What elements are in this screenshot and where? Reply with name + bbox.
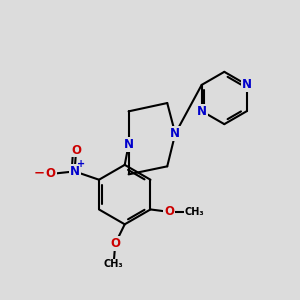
Text: O: O (164, 205, 174, 218)
Text: O: O (71, 143, 81, 157)
Text: O: O (46, 167, 56, 180)
Text: +: + (77, 159, 85, 169)
Text: CH₃: CH₃ (185, 207, 205, 217)
Text: O: O (110, 237, 120, 250)
Text: N: N (124, 138, 134, 151)
Text: N: N (242, 78, 252, 92)
Text: −: − (33, 167, 44, 180)
Text: CH₃: CH₃ (104, 260, 124, 269)
Text: N: N (197, 105, 207, 118)
Text: N: N (170, 127, 180, 140)
Text: N: N (70, 165, 80, 178)
